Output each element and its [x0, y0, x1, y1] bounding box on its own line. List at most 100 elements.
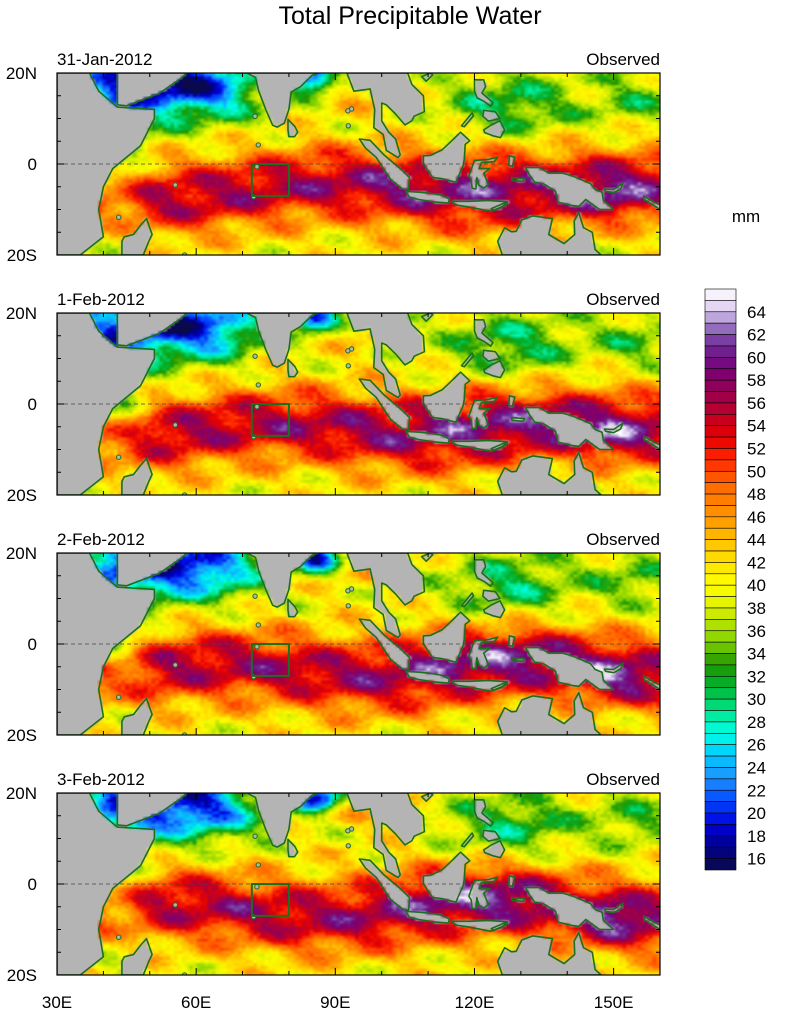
colorbar-swatch — [705, 369, 736, 380]
colorbar-swatch — [705, 847, 736, 858]
colorbar-swatch — [705, 585, 736, 596]
island-marker — [255, 885, 259, 889]
colorbar-swatch — [705, 688, 736, 699]
map-panel: 20N020S31-Jan-2012 Observed — [6, 50, 660, 265]
y-tick-label: 20N — [6, 544, 37, 563]
colorbar-swatch — [705, 540, 736, 551]
island-marker — [253, 834, 257, 838]
panel-label: Observed — [586, 50, 660, 69]
island-marker — [116, 215, 120, 219]
island-marker — [255, 405, 259, 409]
y-tick-label: 20S — [7, 966, 37, 985]
colorbar-label: 16 — [747, 850, 766, 869]
colorbar-swatch — [705, 859, 736, 870]
colorbar-swatch — [705, 733, 736, 744]
y-tick-label: 20N — [6, 304, 37, 323]
island-marker — [255, 645, 259, 649]
island-marker — [173, 663, 177, 667]
colorbar-swatch — [705, 824, 736, 835]
colorbar-swatch — [705, 494, 736, 505]
colorbar-swatch — [705, 608, 736, 619]
colorbar-label: 62 — [747, 326, 766, 345]
x-tick-label: 150E — [594, 993, 634, 1012]
y-tick-label: 0 — [28, 155, 37, 174]
colorbar-swatch — [705, 836, 736, 847]
island-marker — [253, 594, 257, 598]
colorbar-label: 52 — [747, 439, 766, 458]
x-tick-label: 120E — [455, 993, 495, 1012]
island-marker — [346, 364, 350, 368]
island-marker — [346, 124, 350, 128]
colorbar-label: 42 — [747, 553, 766, 572]
colorbar-swatch — [705, 300, 736, 311]
y-tick-label: 20S — [7, 486, 37, 505]
colorbar-swatch — [705, 722, 736, 733]
colorbar-label: 40 — [747, 576, 766, 595]
colorbar-swatch — [705, 802, 736, 813]
colorbar-swatch — [705, 562, 736, 573]
colorbar-label: 58 — [747, 371, 766, 390]
island-marker — [346, 109, 350, 113]
colorbar-swatch — [705, 790, 736, 801]
island-marker — [116, 935, 120, 939]
colorbar-label: 50 — [747, 462, 766, 481]
colorbar-swatch — [705, 517, 736, 528]
colorbar-swatch — [705, 437, 736, 448]
map-panel: 20N 0 20S 2-Feb-2012 Observed — [6, 530, 660, 745]
x-tick-label: 30E — [42, 993, 72, 1012]
island-marker — [256, 623, 260, 627]
colorbar-swatch — [705, 289, 736, 300]
colorbar-label: 56 — [747, 394, 766, 413]
coastline-taiwan — [475, 782, 479, 793]
island-marker — [256, 143, 260, 147]
colorbar-swatch — [705, 779, 736, 790]
island-marker — [256, 863, 260, 867]
colorbar-swatch — [705, 654, 736, 665]
colorbar-label: 64 — [747, 303, 766, 322]
colorbar-swatch — [705, 414, 736, 425]
colorbar-swatch — [705, 756, 736, 767]
colorbar-swatch — [705, 699, 736, 710]
y-tick-label: 20N — [6, 784, 37, 803]
y-tick-label: 0 — [28, 395, 37, 414]
colorbar-label: 46 — [747, 508, 766, 527]
map-panel: 20N020S3-Feb-2012 Observed — [6, 770, 660, 985]
panels: 20N 0 20S 31-Jan-2012 Observed 20N 0 20S 1-Feb-2… — [6, 50, 660, 1012]
island-marker — [116, 695, 120, 699]
colorbar-swatch — [705, 665, 736, 676]
island-marker — [256, 383, 260, 387]
colorbar-swatch — [705, 346, 736, 357]
colorbar-swatch — [705, 642, 736, 653]
panel-date: 1-Feb-2012 — [57, 290, 145, 309]
units-label: mm — [732, 207, 760, 226]
colorbar-label: 44 — [747, 531, 766, 550]
colorbar-label: 30 — [747, 690, 766, 709]
island-marker — [116, 455, 120, 459]
island-marker — [346, 589, 350, 593]
colorbar-swatch — [705, 528, 736, 539]
colorbar-swatch — [705, 711, 736, 722]
colorbar-swatch — [705, 619, 736, 630]
x-tick-label: 90E — [320, 993, 350, 1012]
panel-date: 3-Feb-2012 — [57, 770, 145, 789]
colorbar-swatch — [705, 483, 736, 494]
colorbar-swatch — [705, 323, 736, 334]
map-panel: 20N020S1-Feb-2012 Observed — [6, 290, 660, 505]
colorbar: 1618202224262830323436384042444648505254… — [705, 289, 766, 870]
coastline-taiwan — [475, 542, 479, 553]
panel-date: 2-Feb-2012 — [57, 530, 145, 549]
island-marker — [346, 829, 350, 833]
colorbar-label: 20 — [747, 804, 766, 823]
colorbar-swatch — [705, 574, 736, 585]
colorbar-swatch — [705, 380, 736, 391]
colorbar-swatch — [705, 357, 736, 368]
island-marker — [346, 349, 350, 353]
colorbar-swatch — [705, 392, 736, 403]
colorbar-label: 36 — [747, 622, 766, 641]
panel-label: Observed — [586, 530, 660, 549]
colorbar-label: 24 — [747, 758, 766, 777]
panel-date: 31-Jan-2012 — [57, 50, 152, 69]
x-tick-label: 60E — [181, 993, 211, 1012]
colorbar-swatch — [705, 335, 736, 346]
colorbar-swatch — [705, 745, 736, 756]
